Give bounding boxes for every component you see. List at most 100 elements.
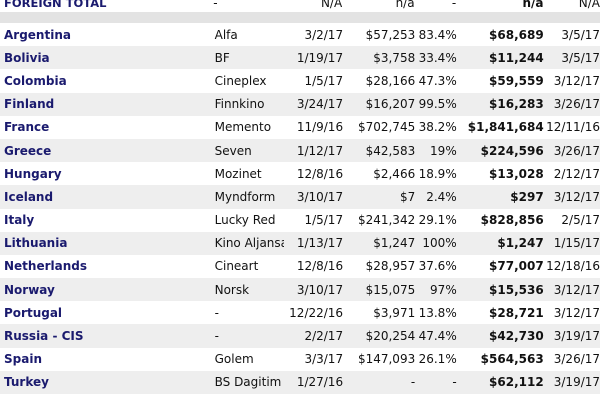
table-row: Italy Lucky Red 1/5/17 $241,342 29.1% $828,85… xyxy=(0,208,600,232)
release-date-cell: 1/27/16 xyxy=(296,375,344,390)
country-link[interactable]: France xyxy=(4,120,50,135)
table-row: Argentina Alfa 3/2/17 $57,253 83.4% $68,689 3/… xyxy=(0,23,600,47)
percent-cell: 33.4% xyxy=(418,50,457,65)
as-of-cell: 3/5/17 xyxy=(561,50,600,65)
percent-cell: 100% xyxy=(422,236,457,251)
total-gross-cell: $224,596 xyxy=(480,143,544,158)
distributor-cell: - xyxy=(214,329,219,344)
opening-gross-cell: $57,253 xyxy=(365,27,416,42)
opening-gross-cell: - xyxy=(410,375,416,390)
country-link[interactable]: Hungary xyxy=(4,166,62,181)
total-gross-cell: $68,689 xyxy=(489,27,544,42)
foreign-total-distributor: - xyxy=(213,0,218,10)
opening-gross-cell: $20,254 xyxy=(365,329,416,344)
table-row: Greece Seven 1/12/17 $42,583 19% $224,596 3/26… xyxy=(0,138,600,163)
distributor-cell: Mozinet xyxy=(214,166,262,181)
as-of-cell: 3/5/17 xyxy=(561,27,600,42)
country-link[interactable]: Norway xyxy=(4,282,55,297)
as-of-cell: 2/12/17 xyxy=(553,166,600,181)
country-link[interactable]: Argentina xyxy=(4,27,71,42)
opening-gross-cell: $1,247 xyxy=(373,236,416,251)
country-link[interactable]: Turkey xyxy=(4,375,49,390)
table-row: Norway Norsk 3/10/17 $15,075 97% $15,536 3/12/… xyxy=(0,278,600,302)
country-link[interactable]: Greece xyxy=(4,143,52,158)
foreign-total-release-date: N/A xyxy=(320,0,343,10)
country-link[interactable]: Italy xyxy=(4,213,35,228)
as-of-cell: 3/12/17 xyxy=(553,73,600,88)
opening-gross-cell: $16,207 xyxy=(365,97,416,112)
release-date-cell: 1/5/17 xyxy=(304,213,344,228)
distributor-cell: Lucky Red xyxy=(214,213,276,228)
table-row: France Memento 11/9/16 $702,745 38.2% $1,841,… xyxy=(0,115,600,139)
release-date-cell: 1/5/17 xyxy=(304,73,344,88)
opening-gross-cell: $28,166 xyxy=(365,73,416,88)
table-divider xyxy=(0,12,600,23)
country-link[interactable]: Bolivia xyxy=(4,50,50,65)
distributor-cell: Seven xyxy=(214,143,252,158)
distributor-cell: - xyxy=(214,305,219,320)
percent-cell: - xyxy=(452,375,457,390)
release-date-cell: 3/10/17 xyxy=(296,189,344,204)
percent-cell: 37.6% xyxy=(418,259,457,274)
distributor-cell: Alfa xyxy=(214,27,238,42)
foreign-total-gross: n/a xyxy=(522,0,544,10)
release-date-cell: 12/22/16 xyxy=(289,305,344,320)
as-of-cell: 2/5/17 xyxy=(561,213,600,228)
country-link[interactable]: Spain xyxy=(4,352,42,367)
country-link[interactable]: Russia - CIS xyxy=(4,329,84,344)
opening-gross-cell: $2,466 xyxy=(373,166,416,181)
total-gross-cell: $13,028 xyxy=(489,166,544,181)
total-gross-cell: $11,244 xyxy=(489,50,544,65)
country-rows: Argentina Alfa 3/2/17 $57,253 83.4% $68,689 3/… xyxy=(0,23,600,394)
country-link[interactable]: Netherlands xyxy=(4,259,88,274)
country-link[interactable]: Portugal xyxy=(4,305,63,320)
percent-cell: 18.9% xyxy=(418,166,457,181)
distributor-cell: Kino Aljansas xyxy=(214,236,284,251)
table-row: Hungary Mozinet 12/8/16 $2,466 18.9% $13,028 2… xyxy=(0,162,600,186)
table-row: Bolivia BF 1/19/17 $3,758 33.4% $11,244 3/5/17 xyxy=(0,46,600,70)
as-of-cell: 12/18/16 xyxy=(546,259,600,274)
total-gross-cell: $15,536 xyxy=(489,282,544,297)
release-date-cell: 1/13/17 xyxy=(296,236,344,251)
country-link[interactable]: Finland xyxy=(4,97,55,112)
foreign-total-label: FOREIGN TOTAL xyxy=(4,0,107,10)
release-date-cell: 1/12/17 xyxy=(296,143,344,158)
foreign-total-percent: - xyxy=(451,0,457,10)
as-of-cell: 3/12/17 xyxy=(553,305,600,320)
as-of-cell: 3/26/17 xyxy=(553,352,600,367)
country-link[interactable]: Lithuania xyxy=(4,236,68,251)
opening-gross-cell: $15,075 xyxy=(365,282,416,297)
opening-gross-cell: $28,957 xyxy=(365,259,416,274)
country-link[interactable]: Colombia xyxy=(4,73,67,88)
total-gross-cell: $828,856 xyxy=(480,213,544,228)
total-gross-cell: $1,841,684 xyxy=(467,120,544,135)
distributor-cell: Cineplex xyxy=(214,73,267,88)
as-of-cell: 1/15/17 xyxy=(553,236,600,251)
foreign-total-opening-gross: n/a xyxy=(395,0,415,10)
distributor-cell: BF xyxy=(214,50,230,65)
release-date-cell: 12/8/16 xyxy=(296,259,344,274)
as-of-cell: 3/12/17 xyxy=(553,282,600,297)
distributor-cell: Golem xyxy=(214,352,254,367)
percent-cell: 29.1% xyxy=(418,213,457,228)
percent-cell: 97% xyxy=(430,282,457,297)
opening-gross-cell: $241,342 xyxy=(357,213,416,228)
opening-gross-cell: $3,971 xyxy=(373,305,416,320)
percent-cell: 19% xyxy=(430,143,457,158)
release-date-cell: 3/10/17 xyxy=(296,282,344,297)
table-row: Russia - CIS - 2/2/17 $20,254 47.4% $42,730 3/… xyxy=(0,324,600,348)
opening-gross-cell: $147,093 xyxy=(357,352,416,367)
release-date-cell: 3/3/17 xyxy=(304,352,344,367)
table-row: Spain Golem 3/3/17 $147,093 26.1% $564,563 3/2… xyxy=(0,347,600,371)
total-gross-cell: $77,007 xyxy=(489,259,544,274)
percent-cell: 47.3% xyxy=(418,73,457,88)
table-row: Portugal - 12/22/16 $3,971 13.8% $28,721 3/12/… xyxy=(0,301,600,325)
distributor-cell: Cineart xyxy=(214,259,259,274)
opening-gross-cell: $3,758 xyxy=(373,50,416,65)
table-row: Netherlands Cineart 12/8/16 $28,957 37.6% $77… xyxy=(0,254,600,279)
opening-gross-cell: $7 xyxy=(399,189,416,204)
distributor-cell: Memento xyxy=(214,120,272,135)
country-link[interactable]: Iceland xyxy=(4,189,54,204)
release-date-cell: 3/2/17 xyxy=(304,27,344,42)
